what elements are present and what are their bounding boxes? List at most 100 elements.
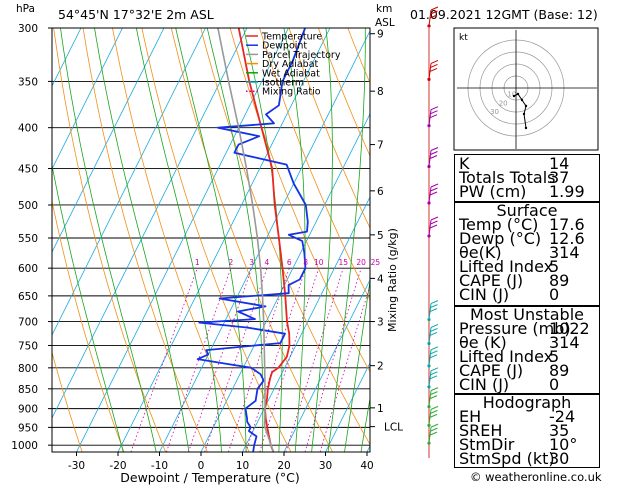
hodograph-point (520, 98, 524, 102)
temperature-tick-label: 30 (319, 460, 332, 472)
hodograph-ring-label: 10 (507, 91, 516, 99)
wind-barb-feather (430, 59, 439, 64)
pressure-tick-label: 550 (18, 233, 38, 245)
wind-barb-feather (430, 6, 439, 11)
wet-adiabat (311, 28, 333, 452)
wind-barb-feather (430, 324, 439, 328)
copyright-text: © weatheronline.co.uk (470, 470, 602, 484)
dry-adiabat (200, 28, 370, 446)
surface-row: Lifted Index 5 (459, 257, 560, 276)
unstable-row: Lifted Index 5 (459, 347, 560, 366)
background-lines (52, 28, 370, 452)
dry-adiabat (82, 28, 208, 452)
wind-barb-feather (429, 114, 438, 119)
series-dewpoint (196, 28, 309, 452)
legend-entry: Isotherm (262, 78, 304, 89)
hodo-row: EH -24 (459, 407, 576, 426)
dry-adiabat (52, 350, 83, 452)
mixing-ratio-line (130, 268, 198, 452)
lcl-label: LCL (384, 422, 403, 434)
mixing-ratio-line (204, 268, 268, 452)
temperature-tick-label: -20 (109, 460, 126, 472)
wet-adiabat (344, 278, 370, 452)
temperature-tick-label: 0 (198, 460, 205, 472)
dry-adiabat (318, 28, 370, 157)
wet-adiabat (60, 28, 157, 452)
dry-adiabat (170, 28, 333, 452)
wind-barb-feather (430, 10, 438, 15)
temperature-tick-label: 20 (277, 460, 290, 472)
km-tick-label: 1 (377, 403, 384, 415)
surface-title: Surface (496, 201, 558, 220)
unstable-row: θe (K) 314 (459, 333, 580, 352)
temperature-tick-label: 40 (360, 460, 373, 472)
wind-barb-feather (430, 110, 438, 115)
temperature-tick-label: -30 (68, 460, 85, 472)
x-axis-title: Dewpoint / Temperature (°C) (120, 470, 299, 485)
mixing-ratio-line (228, 268, 290, 452)
wind-barb-feather (429, 413, 438, 418)
most-unstable-box: Most Unstable Pressure (mb) 1022 θe (K) 31… (454, 306, 600, 394)
wind-barb-feather (429, 224, 438, 229)
km-unit-label: km (376, 3, 392, 15)
index-row-totals: Totals Totals 37 (459, 168, 570, 187)
hodograph-ring-label: 20 (499, 99, 508, 107)
hodo-row: SREH 35 (459, 421, 570, 440)
wind-barb-feather (430, 63, 438, 68)
wind-barb-feather (429, 431, 438, 436)
dry-adiabat (141, 28, 292, 452)
wet-adiabat (243, 28, 283, 452)
dry-adiabat (53, 28, 167, 452)
wet-adiabat (94, 28, 190, 452)
mixing-ratio-label: 4 (265, 258, 270, 267)
wind-barb-feather (430, 427, 438, 432)
km-tick-label: 7 (377, 140, 384, 152)
wind-barb-feather (429, 14, 438, 19)
temperature-tick-label: -10 (151, 460, 168, 472)
mixing-ratio-label: 3 (249, 258, 254, 267)
wind-barb-feather (430, 387, 439, 392)
hodograph-point (516, 92, 520, 96)
km-tick-label: 6 (377, 186, 384, 198)
pressure-tick-label: 950 (18, 422, 38, 434)
wind-barb-feather (429, 67, 438, 72)
indices-top-box: K 14 Totals Totals 37 PW (cm) 1.99 (454, 154, 600, 202)
km-tick-label: 5 (377, 230, 384, 242)
plot-frame (51, 27, 371, 453)
wind-barb-feather (430, 216, 439, 221)
wet-adiabat (327, 28, 366, 452)
surface-box: Surface Temp (°C) 17.6 Dewp (°C) 12.6 θe(K… (454, 202, 600, 306)
wind-barb-feather (429, 308, 438, 313)
wind-barb-feather (429, 332, 438, 336)
wind-barb-feather (429, 191, 438, 196)
unstable-row: CAPE (J) 89 (459, 361, 570, 380)
pressure-tick-label: 750 (18, 340, 38, 352)
mixing-ratio-label: 6 (287, 258, 292, 267)
hpa-unit-label: hPa (16, 3, 35, 15)
mixing-ratio-line (304, 268, 362, 452)
legend-entry: Parcel Trajectory (262, 50, 341, 61)
km-tick-label: 3 (377, 317, 384, 329)
hodo-row: StmDir 10° (459, 435, 578, 454)
wind-barb-feather (429, 354, 438, 359)
mixing-ratio-line (245, 268, 307, 452)
legend-entry: Mixing Ratio (262, 87, 321, 98)
hodograph-unit: kt (459, 33, 468, 43)
most-unstable-title: Most Unstable (470, 305, 584, 324)
wet-adiabat (206, 28, 264, 452)
km-tick-label: 4 (377, 273, 384, 285)
series-temperature (237, 28, 291, 452)
wind-barb-feather (429, 375, 438, 380)
pressure-tick-label: 450 (18, 163, 38, 175)
wind-barb-feather (430, 371, 438, 376)
wind-barb-feather (430, 328, 438, 332)
pressure-tick-label: 650 (18, 291, 38, 303)
wind-barb-feather (430, 220, 438, 225)
legend-entry: Dry Adiabat (262, 59, 319, 70)
index-row-k: K 14 (459, 154, 570, 173)
mixing-ratio-label: 15 (338, 258, 348, 267)
mixing-ratio-line (166, 268, 232, 452)
sounding-series (196, 28, 309, 452)
unstable-row: Pressure (mb) 1022 (459, 319, 590, 338)
